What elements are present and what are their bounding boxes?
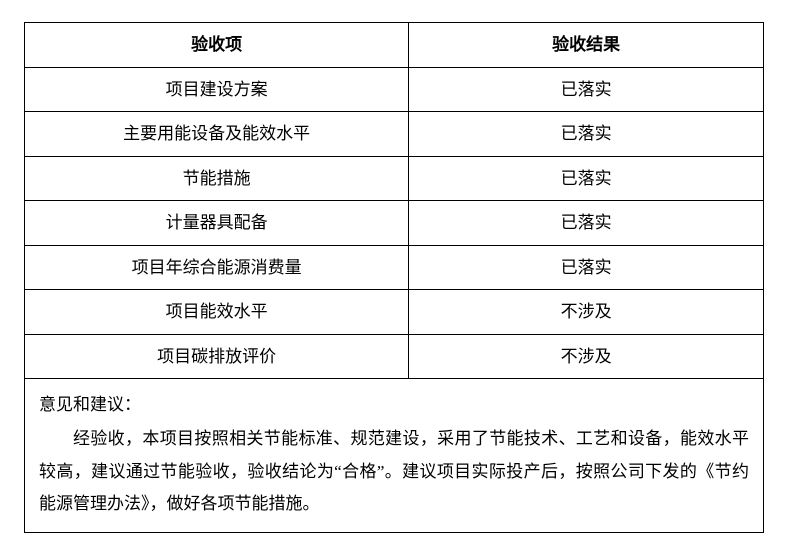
row-item: 节能措施 xyxy=(25,156,409,201)
row-item: 项目建设方案 xyxy=(25,67,409,112)
row-result: 不涉及 xyxy=(409,290,764,335)
table-row: 项目能效水平 不涉及 xyxy=(25,290,764,335)
row-result: 已落实 xyxy=(409,112,764,157)
table-row: 主要用能设备及能效水平 已落实 xyxy=(25,112,764,157)
row-result: 已落实 xyxy=(409,245,764,290)
table-row: 项目年综合能源消费量 已落实 xyxy=(25,245,764,290)
table-row: 项目碳排放评价 不涉及 xyxy=(25,334,764,379)
row-item: 主要用能设备及能效水平 xyxy=(25,112,409,157)
row-result: 不涉及 xyxy=(409,334,764,379)
row-result: 已落实 xyxy=(409,156,764,201)
acceptance-table: 验收项 验收结果 项目建设方案 已落实 主要用能设备及能效水平 已落实 节能措施… xyxy=(24,22,764,533)
header-result: 验收结果 xyxy=(409,23,764,68)
row-item: 项目能效水平 xyxy=(25,290,409,335)
comment-body: 经验收，本项目按照相关节能标准、规范建设，采用了节能技术、工艺和设备，能效水平较… xyxy=(39,423,749,520)
table-row: 计量器具配备 已落实 xyxy=(25,201,764,246)
row-item: 计量器具配备 xyxy=(25,201,409,246)
row-item: 项目年综合能源消费量 xyxy=(25,245,409,290)
table-row: 节能措施 已落实 xyxy=(25,156,764,201)
row-result: 已落实 xyxy=(409,67,764,112)
table-row: 项目建设方案 已落实 xyxy=(25,67,764,112)
table-header-row: 验收项 验收结果 xyxy=(25,23,764,68)
comment-cell: 意见和建议： 经验收，本项目按照相关节能标准、规范建设，采用了节能技术、工艺和设… xyxy=(25,379,764,533)
row-result: 已落实 xyxy=(409,201,764,246)
row-item: 项目碳排放评价 xyxy=(25,334,409,379)
header-item: 验收项 xyxy=(25,23,409,68)
comment-title: 意见和建议： xyxy=(39,389,749,421)
comment-row: 意见和建议： 经验收，本项目按照相关节能标准、规范建设，采用了节能技术、工艺和设… xyxy=(25,379,764,533)
